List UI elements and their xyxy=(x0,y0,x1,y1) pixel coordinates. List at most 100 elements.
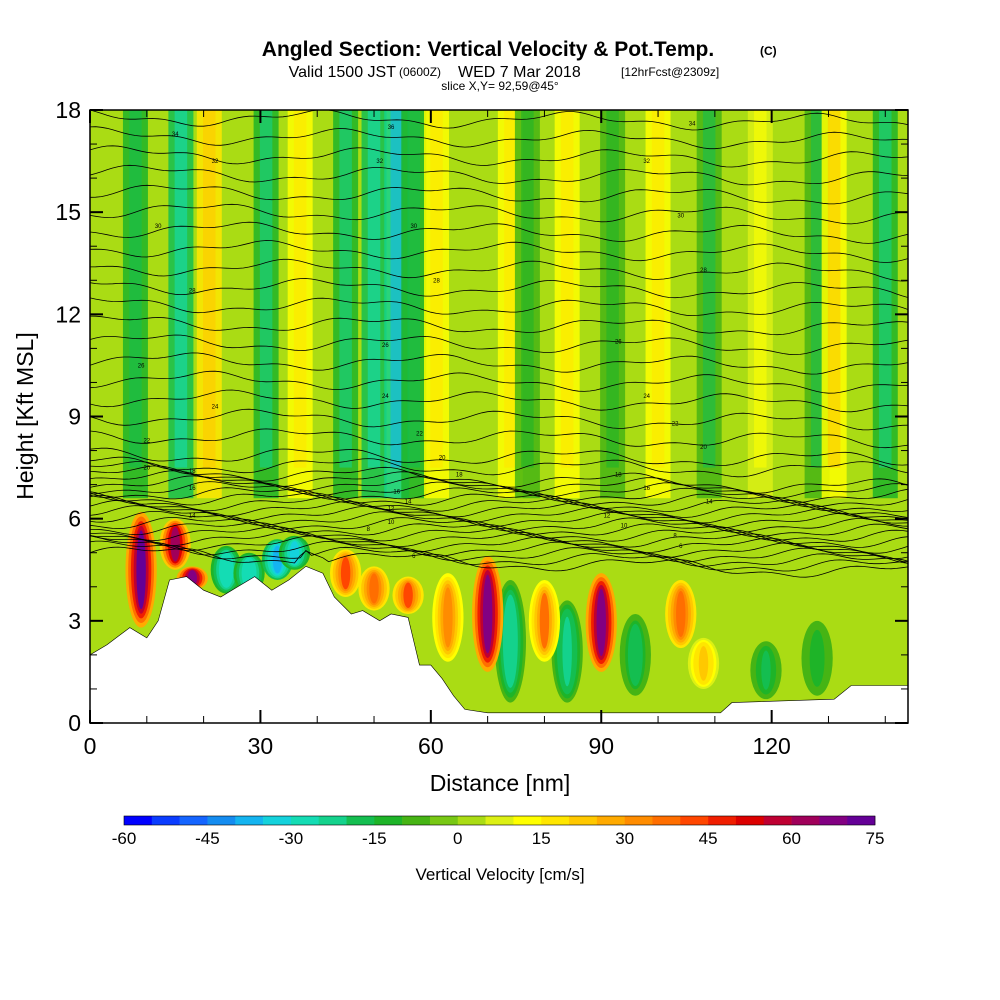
colorbar-swatch xyxy=(429,816,459,825)
colorbar-swatch xyxy=(346,816,375,825)
isentrope-line xyxy=(90,456,908,478)
colorbar-tick-label: 45 xyxy=(699,829,718,848)
isentrope-line xyxy=(90,408,908,431)
isentrope-line xyxy=(90,126,908,150)
isentrope-label: 30 xyxy=(410,224,417,230)
colorbar-swatch xyxy=(318,816,347,825)
colorbar-tick-label: -15 xyxy=(362,829,387,848)
isentrope-label: 28 xyxy=(700,268,707,274)
isentrope-label: 26 xyxy=(615,340,622,346)
upper-level-band-core xyxy=(174,110,188,468)
y-tick-labels: 0 3 6 9 12 15 18 xyxy=(55,97,81,736)
isentrope-line xyxy=(90,475,908,508)
isentrope-line xyxy=(90,447,908,466)
isentrope-label: 12 xyxy=(604,513,611,519)
isentrope-label: 22 xyxy=(143,438,150,444)
upper-level-band-core xyxy=(810,110,824,468)
upper-level-band-core xyxy=(407,110,421,468)
upper-level-band-core xyxy=(827,110,841,468)
isentrope-label: 12 xyxy=(388,506,395,512)
colorbar-swatch xyxy=(735,816,765,825)
isentrope-line xyxy=(90,352,908,375)
isentrope-label: 36 xyxy=(388,125,395,131)
upper-level-band-core xyxy=(203,110,216,468)
isentrope-line xyxy=(90,334,908,356)
isentrope-labels: 34 36 34 32 32 32 30 30 30 28 28 28 26 26 26 24 24 24 22 22… xyxy=(138,122,713,561)
isentrope-label: 26 xyxy=(138,363,145,369)
upper-level-band-core xyxy=(754,110,767,468)
isentrope-line xyxy=(90,297,908,317)
downdraft-cell xyxy=(812,632,822,684)
colorbar-tick-labels: -60 -45 -30 -15 0 15 30 45 60 75 xyxy=(112,829,885,848)
y-tick-label: 18 xyxy=(55,97,81,123)
slice-label: slice X,Y= 92,59@45° xyxy=(441,79,559,93)
isentrope-label: 8 xyxy=(673,534,677,540)
isentrope-label: 6 xyxy=(412,554,416,560)
isentrope-label: 10 xyxy=(388,520,395,526)
isentrope-label: 16 xyxy=(643,486,650,492)
isentrope-label: 34 xyxy=(689,122,696,128)
isentrope-line xyxy=(90,428,908,449)
colorbar-swatch xyxy=(207,816,236,825)
isentrope-line xyxy=(90,492,908,520)
isentrope-label: 26 xyxy=(382,343,389,349)
upper-level-band-core xyxy=(339,110,352,468)
axis-ticks xyxy=(89,109,908,724)
updraft-cell xyxy=(369,573,379,604)
isentrope-line xyxy=(90,487,908,518)
isentrope-label: 18 xyxy=(456,472,463,478)
x-tick-label: 60 xyxy=(418,733,444,759)
isentrope-line xyxy=(90,370,908,394)
colorbar-tick-label: 30 xyxy=(615,829,634,848)
updraft-cell xyxy=(539,593,550,649)
colorbar-tick-label: 75 xyxy=(866,829,885,848)
isentrope-label: 14 xyxy=(706,500,713,506)
updraft-cell xyxy=(340,556,351,590)
isentrope-label: 24 xyxy=(382,394,389,400)
y-tick-label: 3 xyxy=(68,608,81,634)
colorbar-label: Vertical Velocity [cm/s] xyxy=(415,865,584,884)
chart-title: Angled Section: Vertical Velocity & Pot.… xyxy=(262,38,714,61)
upper-level-band-core xyxy=(430,110,443,468)
colorbar-tick-label: -60 xyxy=(112,829,137,848)
colorbar-swatch xyxy=(457,816,486,825)
x-tick-labels: 0 30 60 90 120 xyxy=(84,733,791,759)
isentrope-line xyxy=(90,495,908,529)
valid-label: Valid 1500 JST xyxy=(289,64,397,81)
upper-level-band-core xyxy=(367,110,381,468)
colorbar-swatch xyxy=(374,816,403,825)
downdraft-cell xyxy=(562,616,572,687)
colorbar-swatch xyxy=(235,816,264,825)
isentrope-label: 6 xyxy=(679,544,683,550)
colorbar-swatch xyxy=(402,816,431,825)
colorbar-swatch xyxy=(819,816,848,825)
downdraft-cell xyxy=(761,650,771,690)
valid-zulu: (0600Z) xyxy=(399,65,441,79)
isentrope-label: 32 xyxy=(212,159,219,165)
isentrope-label: 24 xyxy=(643,394,650,400)
terrain-surface xyxy=(90,565,908,723)
upper-level-band-core xyxy=(259,110,273,468)
colorbar-swatch xyxy=(290,816,320,825)
updraft-cell xyxy=(482,574,493,654)
forecast-label: [12hrFcst@2309z] xyxy=(621,65,719,79)
updraft-cell xyxy=(403,582,413,609)
isentrope-label: 32 xyxy=(376,159,383,165)
colorbar-frame xyxy=(123,815,876,826)
isentrope-label: 30 xyxy=(677,214,684,220)
colorbar xyxy=(123,815,876,826)
y-axis-label: Height [Kft MSL] xyxy=(12,332,38,499)
isentrope-label: 10 xyxy=(621,523,628,529)
isentrope-line xyxy=(90,221,908,244)
colorbar-swatch xyxy=(541,816,570,825)
isentrope-label: 22 xyxy=(416,432,423,438)
upper-level-band-core xyxy=(560,110,574,468)
isentrope-line xyxy=(90,240,908,263)
isentrope-label: 32 xyxy=(643,159,650,165)
x-tick-label: 120 xyxy=(752,733,790,759)
colorbar-swatch xyxy=(763,816,792,825)
colorbar-swatch xyxy=(596,816,625,825)
isentrope-label: 28 xyxy=(433,278,440,284)
y-tick-label: 9 xyxy=(68,404,81,430)
